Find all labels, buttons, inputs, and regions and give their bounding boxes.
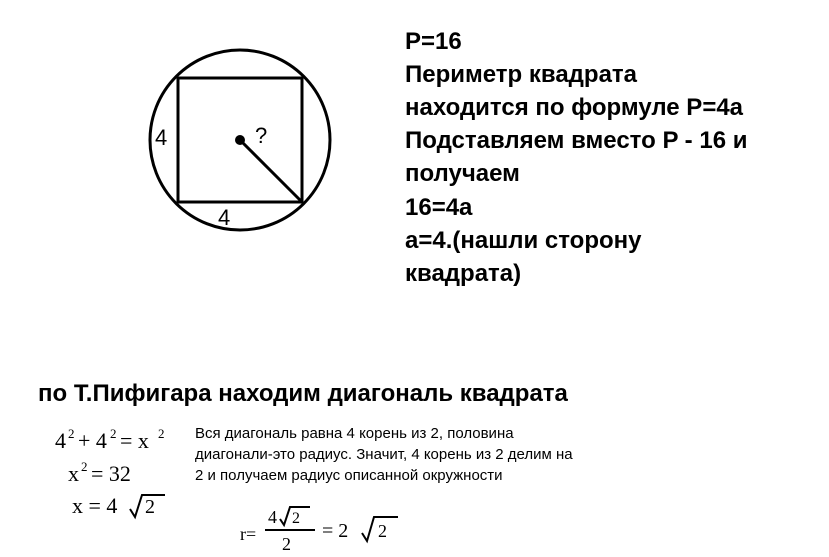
pythagoras-math: 4 2 + 4 2 = x 2 x 2 = 32 x = 4 2 bbox=[50, 423, 195, 528]
text-l2: Периметр квадрата bbox=[405, 58, 815, 91]
text-l3: находится по формуле P=4a bbox=[405, 91, 815, 124]
svg-text:= 2: = 2 bbox=[322, 520, 348, 542]
svg-text:2: 2 bbox=[292, 510, 300, 527]
svg-text:4: 4 bbox=[268, 507, 277, 527]
svg-text:2: 2 bbox=[81, 459, 88, 474]
svg-text:x: x bbox=[68, 461, 79, 486]
expl-l1: Вся диагональ равна 4 корень из 2, полов… bbox=[195, 423, 665, 444]
text-l1: P=16 bbox=[405, 25, 815, 58]
geometry-diagram bbox=[0, 0, 380, 280]
svg-text:2: 2 bbox=[282, 534, 291, 554]
label-side-left: 4 bbox=[155, 125, 167, 151]
svg-text:= x: = x bbox=[120, 428, 149, 453]
svg-text:+ 4: + 4 bbox=[78, 428, 107, 453]
svg-text:2: 2 bbox=[145, 496, 155, 518]
theorem-heading: по Т.Пифигара находим диагональ квадрата bbox=[38, 380, 568, 408]
svg-text:2: 2 bbox=[378, 521, 387, 541]
solution-text: P=16 Периметр квадрата находится по форм… bbox=[405, 25, 815, 290]
radius-formula: r= 4 2 2 = 2 2 bbox=[240, 505, 460, 557]
text-l5: получаем bbox=[405, 157, 815, 190]
label-side-bottom: 4 bbox=[218, 205, 230, 231]
text-l4: Подставляем вместо P - 16 и bbox=[405, 124, 815, 157]
text-l8: квадрата) bbox=[405, 257, 815, 290]
svg-text:r=: r= bbox=[240, 524, 256, 544]
label-center-question: ? bbox=[255, 123, 267, 149]
text-l7: a=4.(нашли сторону bbox=[405, 224, 815, 257]
expl-l2: диагонали-это радиус. Значит, 4 корень и… bbox=[195, 444, 665, 465]
svg-text:2: 2 bbox=[110, 426, 117, 441]
expl-l3: 2 и получаем радиус описанной окружности bbox=[195, 465, 665, 486]
text-l6: 16=4a bbox=[405, 191, 815, 224]
svg-text:4: 4 bbox=[55, 428, 66, 453]
svg-text:= 32: = 32 bbox=[91, 461, 131, 486]
svg-text:2: 2 bbox=[158, 426, 165, 441]
svg-text:x = 4: x = 4 bbox=[72, 493, 117, 518]
svg-text:2: 2 bbox=[68, 426, 75, 441]
diagonal-explanation: Вся диагональ равна 4 корень из 2, полов… bbox=[195, 423, 665, 486]
